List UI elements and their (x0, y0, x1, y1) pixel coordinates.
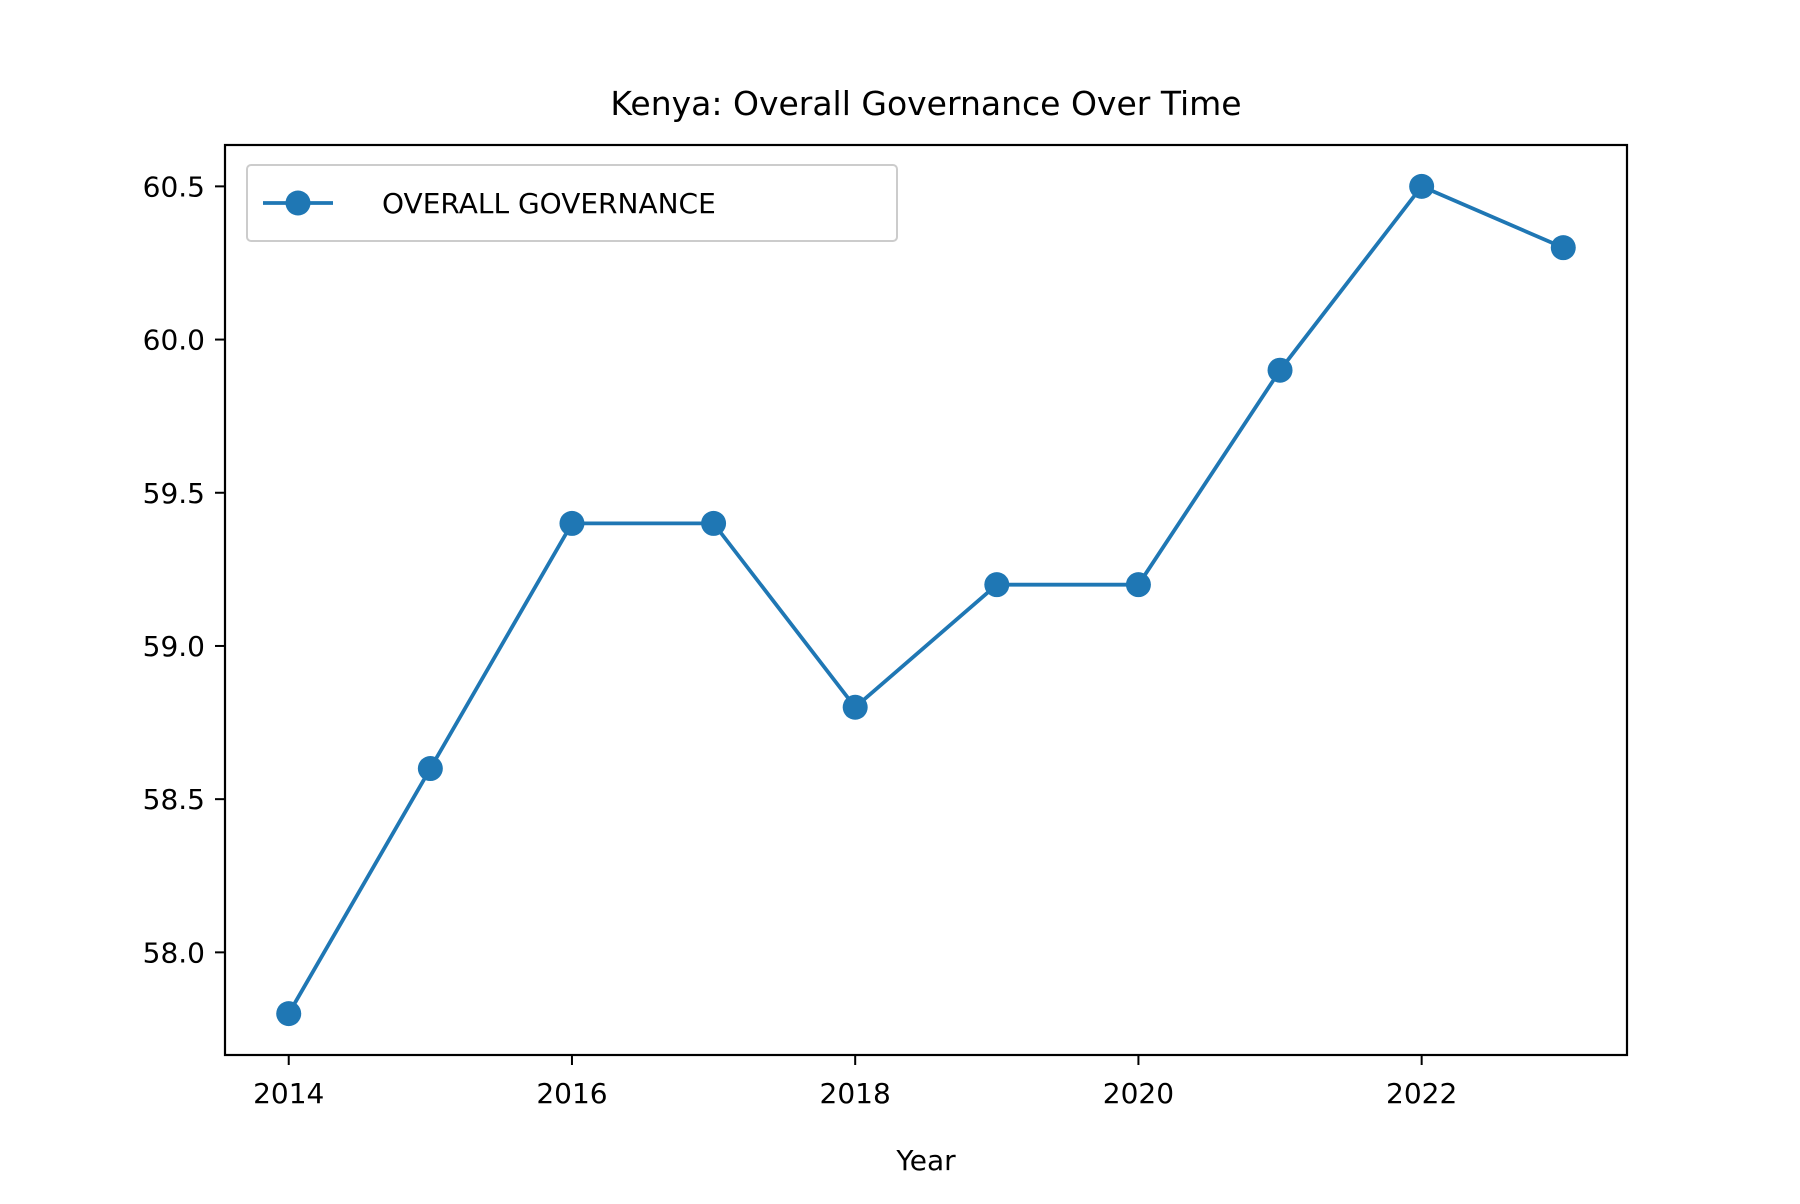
data-point (1267, 357, 1293, 383)
data-point (701, 510, 727, 536)
data-point (1550, 235, 1576, 261)
legend-box (246, 164, 898, 242)
legend-label: OVERALL GOVERNANCE (382, 187, 716, 220)
data-point (1409, 173, 1435, 199)
y-tick-label: 58.5 (143, 783, 205, 816)
legend: OVERALL GOVERNANCE (246, 164, 898, 242)
data-point (559, 510, 585, 536)
y-tick-label: 59.5 (143, 477, 205, 510)
chart-title: Kenya: Overall Governance Over Time (610, 84, 1241, 123)
y-tick-label: 59.0 (143, 630, 205, 663)
x-axis-label: Year (895, 1144, 956, 1177)
data-point (984, 572, 1010, 598)
x-tick-label: 2014 (253, 1077, 324, 1110)
series-line (286, 184, 1566, 1017)
data-point (1125, 572, 1151, 598)
legend-marker (285, 190, 311, 216)
y-tick-label: 60.0 (143, 324, 205, 357)
x-tick-label: 2018 (820, 1077, 891, 1110)
axes-frame (223, 143, 1629, 1057)
data-point (276, 1001, 302, 1027)
data-point (842, 694, 868, 720)
y-tick-label: 58.0 (143, 936, 205, 969)
plot-area: 2014 2016 2018 2020 2022 58.0 58.5 59.0 59.5 60.0… (143, 143, 1629, 1110)
y-tick-label: 60.5 (143, 170, 205, 203)
data-point (417, 756, 443, 782)
x-tick-label: 2022 (1386, 1077, 1457, 1110)
x-tick-label: 2016 (536, 1077, 607, 1110)
x-tick-label: 2020 (1103, 1077, 1174, 1110)
